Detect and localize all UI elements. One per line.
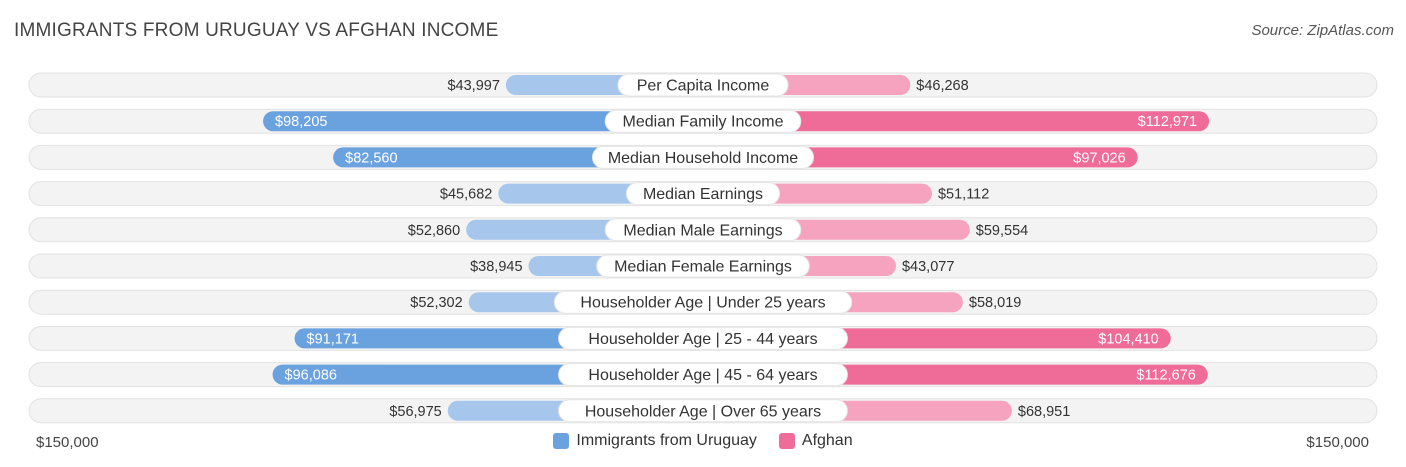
legend-swatch-afghan [778,433,795,449]
category-pill [604,218,802,242]
category-label: Median Family Income [623,114,784,131]
value-label-afghan: $112,971 [1138,114,1197,130]
legend: Immigrants from Uruguay Afghan [0,432,1406,450]
category-pill [558,399,848,423]
value-label-uruguay: $82,560 [345,150,397,166]
category-pill [596,254,810,278]
value-label-afghan: $104,410 [1098,331,1158,347]
category-label: Median Female Earnings [614,259,792,276]
category-label: Householder Age | Over 65 years [585,403,821,420]
category-pill [617,73,789,97]
category-label: Householder Age | Under 25 years [580,295,825,312]
value-label-afghan: $97,026 [1073,150,1125,166]
value-label-afghan: $112,676 [1136,368,1195,384]
value-label-uruguay: $38,945 [470,259,522,275]
value-label-uruguay: $56,975 [389,404,441,420]
value-label-afghan: $59,554 [976,223,1028,239]
category-label: Median Male Earnings [623,222,782,239]
bar-uruguay [263,111,703,132]
category-label: Householder Age | 25 - 44 years [588,331,817,348]
value-label-uruguay: $45,682 [440,187,492,203]
diverging-bar-chart: $43,997 $46,268 Per Capita Income $98,205 $1… [28,72,1378,424]
category-pill [625,182,781,206]
category-label: Householder Age | 45 - 64 years [588,367,817,384]
category-label: Median Earnings [643,186,763,203]
value-label-afghan: $58,019 [969,295,1021,311]
category-pill [558,326,848,350]
legend-label-uruguay: Immigrants from Uruguay [576,432,757,449]
legend-item-afghan: Afghan [778,432,853,450]
value-label-afghan: $51,112 [938,187,989,203]
legend-item-uruguay: Immigrants from Uruguay [553,432,757,450]
source-label: Source: ZipAtlas.com [1251,22,1394,39]
value-label-uruguay: $98,205 [275,114,327,130]
category-pill [553,290,853,314]
category-label: Per Capita Income [637,78,770,95]
category-pill [591,145,815,169]
value-label-uruguay: $43,997 [447,78,499,94]
value-label-uruguay: $96,086 [285,368,337,384]
bar-afghan [703,111,1210,132]
category-pill [604,109,802,133]
chart-title: IMMIGRANTS FROM URUGUAY VS AFGHAN INCOME [14,20,499,41]
axis-left-label: $150,000 [36,434,99,451]
legend-swatch-uruguay [553,433,570,449]
value-label-afghan: $68,951 [1018,404,1070,420]
value-label-afghan: $46,268 [916,78,968,94]
value-label-afghan: $43,077 [902,259,954,275]
category-label: Median Household Income [608,150,798,167]
value-label-uruguay: $52,302 [410,295,462,311]
category-pill [558,363,848,387]
axis-right-label: $150,000 [1306,434,1369,451]
value-label-uruguay: $52,860 [408,223,460,239]
value-label-uruguay: $91,171 [307,331,359,347]
legend-label-afghan: Afghan [801,432,853,449]
